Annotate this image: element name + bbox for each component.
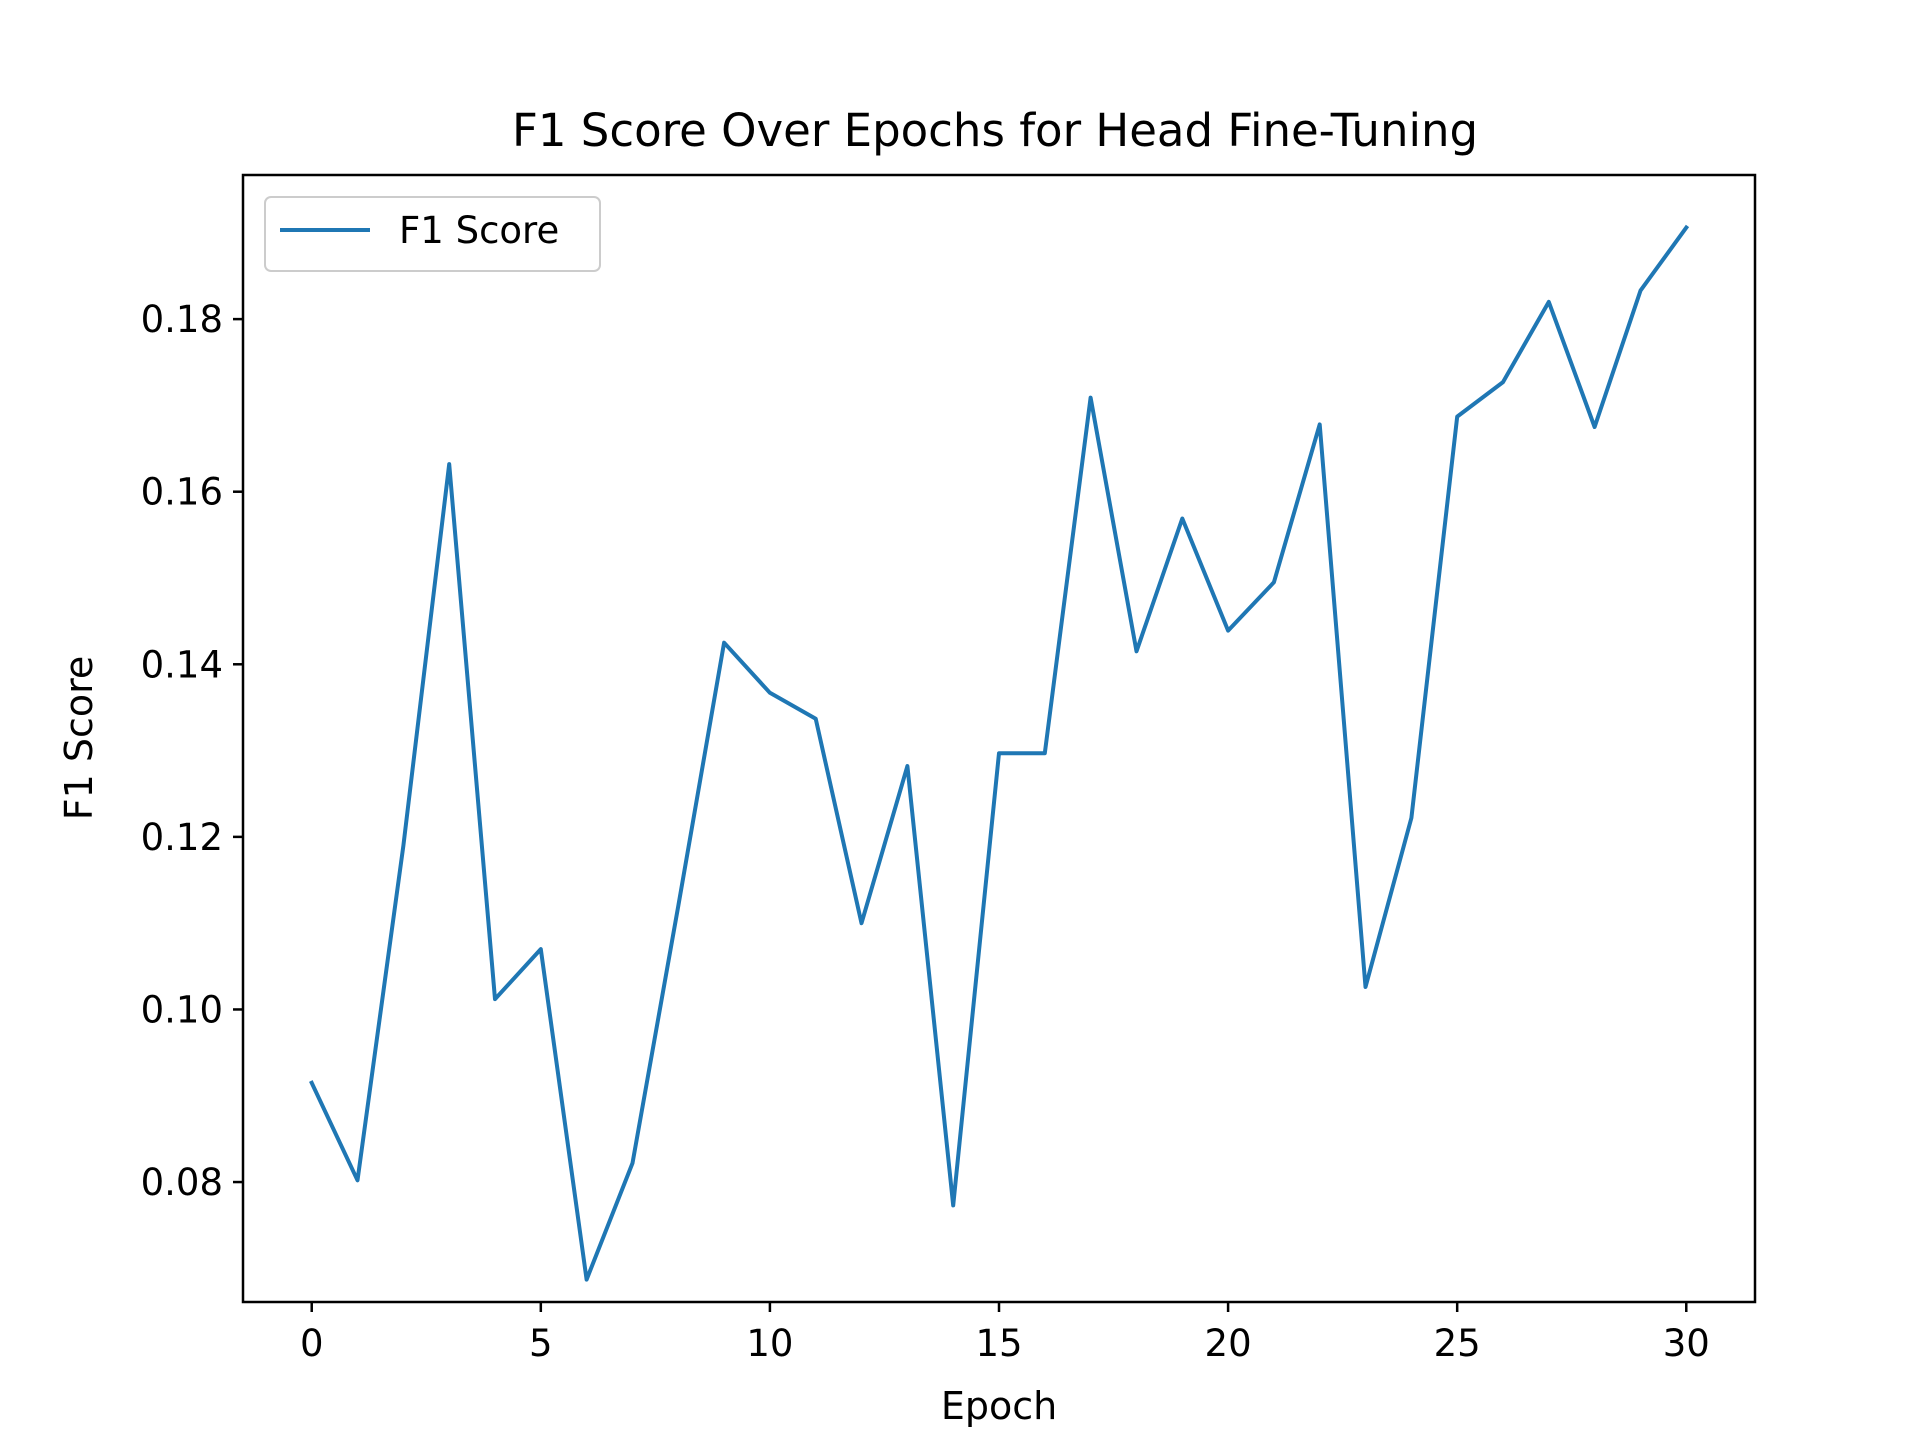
legend-label-f1-score: F1 Score (399, 209, 559, 252)
y-tick-label: 0.08 (141, 1161, 223, 1204)
data-point (905, 764, 909, 768)
data-point (997, 751, 1001, 755)
legend: F1 Score (264, 196, 601, 272)
x-tick-label: 5 (529, 1322, 553, 1365)
x-tick-label: 30 (1663, 1322, 1710, 1365)
data-point (1226, 629, 1230, 633)
data-point (1638, 289, 1642, 293)
x-tick-label: 10 (746, 1322, 793, 1365)
data-point (1455, 415, 1459, 419)
data-point (1501, 380, 1505, 384)
data-point (722, 641, 726, 645)
legend-box (264, 196, 601, 272)
y-axis-ticks: 0.08 0.10 0.12 0.14 0.16 0.18 (141, 298, 243, 1204)
data-point (1409, 816, 1413, 820)
y-axis-label: F1 Score (57, 656, 101, 821)
data-point (1684, 226, 1688, 230)
x-tick-label: 20 (1205, 1322, 1252, 1365)
y-tick-label: 0.18 (141, 298, 223, 341)
data-point (814, 717, 818, 721)
data-point (1364, 985, 1368, 989)
data-point (1547, 300, 1551, 304)
data-point (860, 921, 864, 925)
chart-title: F1 Score Over Epochs for Head Fine-Tunin… (512, 104, 1478, 157)
data-point (630, 1161, 634, 1165)
data-point (1180, 516, 1184, 520)
data-point (493, 997, 497, 1001)
data-point (401, 844, 405, 848)
x-tick-label: 25 (1434, 1322, 1481, 1365)
data-point (539, 947, 543, 951)
data-point (1318, 422, 1322, 426)
data-point (1089, 396, 1093, 400)
x-axis-ticks: 0 5 10 15 20 25 30 (300, 1302, 1710, 1365)
series-line-f1-score (309, 224, 1690, 1282)
y-tick-label: 0.14 (141, 643, 223, 686)
data-point (1593, 425, 1597, 429)
data-point (1134, 649, 1138, 653)
data-point (1043, 751, 1047, 755)
data-point (768, 691, 772, 695)
data-point (310, 1081, 314, 1085)
x-axis-label: Epoch (941, 1384, 1057, 1428)
y-tick-label: 0.16 (141, 471, 223, 514)
y-tick-label: 0.12 (141, 816, 223, 859)
x-tick-label: 0 (300, 1322, 324, 1365)
x-tick-label: 15 (975, 1322, 1022, 1365)
data-point (1272, 580, 1276, 584)
axes-frame (241, 173, 1757, 1304)
data-point (356, 1178, 360, 1182)
data-point (585, 1278, 589, 1282)
data-point (676, 904, 680, 908)
data-point (951, 1203, 955, 1207)
data-point (447, 462, 451, 466)
y-tick-label: 0.10 (141, 988, 223, 1031)
